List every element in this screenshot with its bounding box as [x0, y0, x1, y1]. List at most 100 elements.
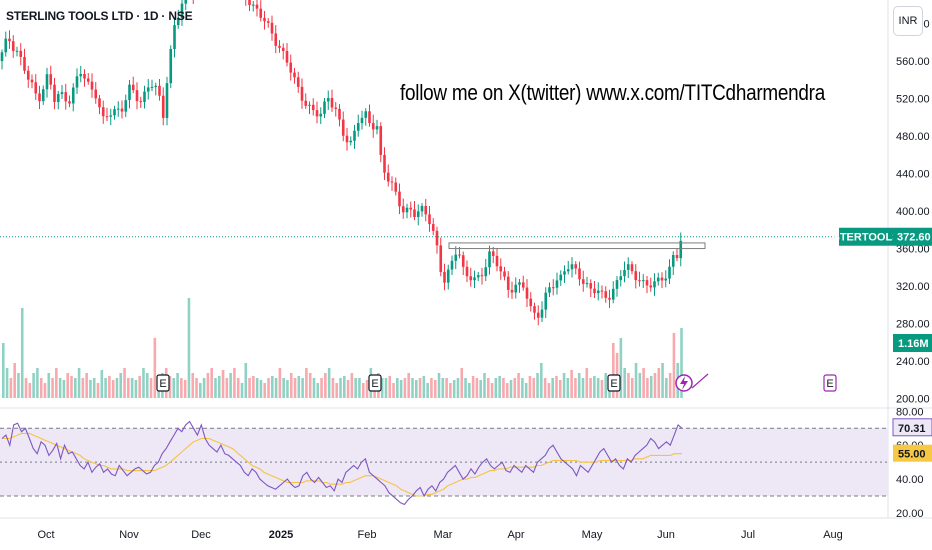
volume-bar — [183, 380, 187, 398]
volume-bar — [47, 373, 51, 398]
volume-bar — [380, 378, 384, 398]
volume-bar — [517, 373, 520, 398]
candle-body — [135, 90, 139, 102]
volume-bar — [92, 378, 96, 398]
candle-body — [593, 288, 596, 294]
earnings-marker-icon: E — [823, 374, 837, 392]
price-tick-label: 200.00 — [896, 394, 930, 406]
volume-bar — [9, 378, 13, 398]
currency-button[interactable]: INR — [893, 6, 923, 36]
candle-body — [311, 104, 315, 111]
volume-bar — [195, 378, 198, 398]
volume-bar — [502, 378, 505, 398]
candle-body — [176, 18, 180, 26]
volume-bar — [297, 376, 301, 398]
candle-body — [656, 277, 660, 282]
volume-bar — [612, 343, 615, 398]
volume-bar — [627, 373, 630, 398]
volume-bar — [399, 380, 403, 398]
volume-bar — [339, 378, 342, 398]
volume-bar — [346, 380, 350, 398]
candle-body — [165, 83, 169, 118]
candle-body — [278, 45, 281, 48]
volume-bar — [293, 378, 297, 398]
time-tick-label: Nov — [119, 529, 139, 541]
candle-body — [304, 100, 308, 106]
candle-body — [525, 287, 529, 299]
candle-body — [458, 254, 461, 256]
candle-body — [68, 101, 71, 104]
candle-body — [353, 130, 356, 141]
volume-bar — [509, 380, 513, 398]
candle-body — [338, 108, 341, 120]
candle-body — [364, 111, 368, 118]
candle-body — [405, 207, 409, 213]
volume-bar — [335, 383, 339, 398]
candle-body — [251, 4, 255, 6]
resistance-zone — [448, 242, 706, 250]
volume-bar — [134, 380, 138, 398]
volume-bar — [433, 380, 437, 398]
candle-body — [326, 97, 330, 102]
price-tick-label: 440.00 — [896, 169, 930, 181]
candle-body — [315, 110, 319, 117]
candle-body — [60, 92, 64, 95]
candle-body — [431, 224, 435, 231]
volume-bar — [58, 378, 62, 398]
volume-bar — [191, 373, 195, 398]
candle-body — [578, 268, 581, 280]
rsi-tick-label: 20.00 — [896, 508, 924, 520]
volume-bar — [388, 376, 392, 398]
volume-bar — [630, 378, 634, 398]
volume-bar — [558, 380, 562, 398]
candle-body — [544, 292, 548, 310]
candle-body — [41, 89, 45, 102]
volume-bar — [665, 378, 668, 398]
volume-bar — [396, 378, 399, 398]
volume-bar — [176, 373, 179, 398]
candle-body — [56, 94, 60, 102]
time-tick-label: Aug — [823, 529, 843, 541]
candle-body — [71, 87, 75, 104]
volume-bar — [577, 373, 581, 398]
time-tick-label: Apr — [507, 529, 524, 541]
volume-bar — [217, 376, 221, 398]
candle-body — [390, 181, 394, 183]
candle-body — [113, 109, 116, 116]
candle-body — [274, 33, 278, 46]
price-tick-label: 520.00 — [896, 93, 930, 105]
candle-body — [518, 282, 521, 285]
candle-body — [443, 271, 446, 283]
candle-body — [98, 98, 101, 108]
candle-body — [394, 182, 398, 192]
symbol-title[interactable]: STERLING TOOLS LTD · 1D · NSE — [6, 9, 193, 23]
volume-bar — [81, 378, 85, 398]
symbol-tag-label: STERTOOLS — [832, 232, 899, 244]
candle-body — [555, 280, 559, 288]
candle-body — [589, 283, 593, 289]
volume-bar — [96, 383, 100, 398]
volume-bar — [596, 378, 600, 398]
volume-bar — [20, 308, 24, 398]
volume-bar — [225, 378, 229, 398]
candle-body — [90, 81, 94, 90]
candle-body — [285, 51, 289, 63]
volume-bar — [77, 368, 81, 398]
symbol-tag-bg — [839, 227, 893, 246]
volume-bar — [282, 378, 285, 398]
volume-bar — [521, 378, 524, 398]
volume-bar — [343, 376, 346, 398]
candle-body — [529, 298, 533, 307]
volume-bar — [642, 368, 645, 398]
candle-body — [150, 86, 154, 88]
volume-bar — [653, 373, 657, 398]
candle-body — [536, 312, 540, 318]
volume-bar — [593, 376, 596, 398]
volume-bar — [668, 373, 672, 398]
candle-body — [638, 280, 641, 282]
candle-body — [49, 74, 53, 85]
volume-bar — [70, 376, 73, 398]
candle-body — [465, 266, 469, 277]
volume-bar — [271, 376, 274, 398]
